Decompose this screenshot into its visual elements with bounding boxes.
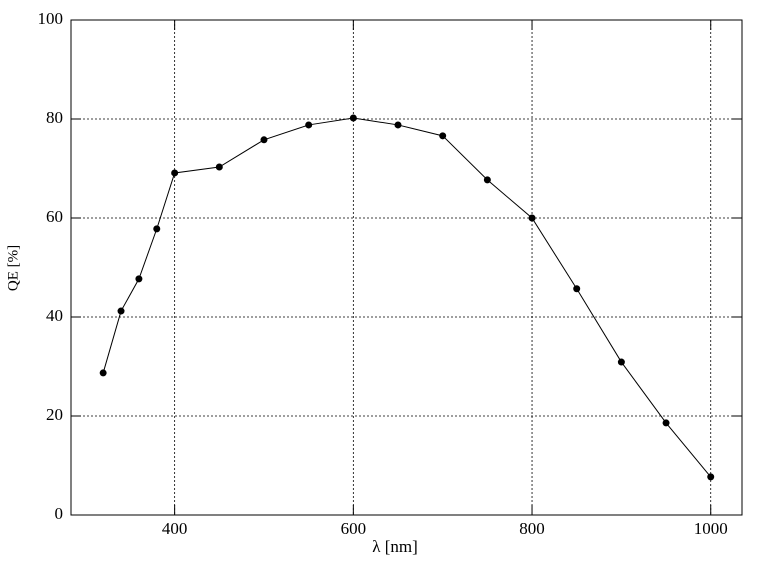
data-point: [349, 114, 357, 122]
data-point: [260, 136, 268, 144]
data-point: [171, 169, 179, 177]
data-point: [117, 307, 125, 315]
x-tick-label: 400: [162, 519, 188, 538]
plot-frame: [70, 19, 743, 516]
y-axis-label: QE [%]: [5, 245, 21, 291]
data-point: [135, 275, 143, 283]
data-point: [528, 214, 536, 222]
data-point: [573, 285, 581, 293]
data-point: [305, 121, 313, 129]
data-line: [102, 117, 712, 478]
x-tick-label: 800: [519, 519, 545, 538]
data-point: [707, 473, 715, 481]
data-point: [439, 132, 447, 140]
data-point: [99, 369, 107, 377]
y-tick-label: 40: [46, 306, 63, 325]
data-point: [483, 176, 491, 184]
x-axis-label: λ [nm]: [372, 537, 418, 556]
x-tick-label: 1000: [694, 519, 728, 538]
data-point: [215, 163, 223, 171]
data-point: [617, 358, 625, 366]
y-tick-label: 0: [55, 504, 64, 523]
data-point: [394, 121, 402, 129]
y-tick-label: 60: [46, 207, 63, 226]
y-tick-label: 100: [38, 9, 64, 28]
y-tick-label: 80: [46, 108, 63, 127]
y-tick-label: 20: [46, 405, 63, 424]
x-tick-label: 600: [341, 519, 367, 538]
data-point: [662, 419, 670, 427]
data-point: [153, 225, 161, 233]
